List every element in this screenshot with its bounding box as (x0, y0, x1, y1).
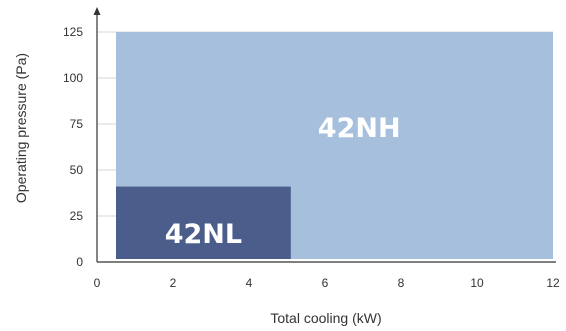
tick-labels: 0 2 4 6 8 10 12 0 25 50 75 100 125 (63, 25, 560, 290)
x-tick-8: 8 (398, 276, 405, 290)
y-tick-100: 100 (63, 71, 83, 85)
region-label-42nh: 42NH (318, 113, 401, 144)
region-42nl (116, 186, 291, 259)
x-tick-12: 12 (546, 276, 560, 290)
region-label-42nl: 42NL (165, 219, 242, 250)
x-tick-0: 0 (94, 276, 101, 290)
y-axis-title: Operating pressure (Pa) (13, 53, 29, 203)
regions (116, 32, 553, 259)
x-tick-10: 10 (470, 276, 484, 290)
x-tick-2: 2 (170, 276, 177, 290)
x-axis-title: Total cooling (kW) (270, 310, 381, 326)
y-tick-75: 75 (70, 117, 84, 131)
region-labels: 42NH 42NL (165, 113, 401, 250)
y-tick-0: 0 (76, 255, 83, 269)
y-tick-125: 125 (63, 25, 83, 39)
y-tick-50: 50 (70, 163, 84, 177)
y-tick-25: 25 (70, 209, 84, 223)
x-tick-6: 6 (322, 276, 329, 290)
y-axis-arrow-icon (93, 7, 101, 15)
x-tick-4: 4 (246, 276, 253, 290)
axes (93, 7, 556, 263)
